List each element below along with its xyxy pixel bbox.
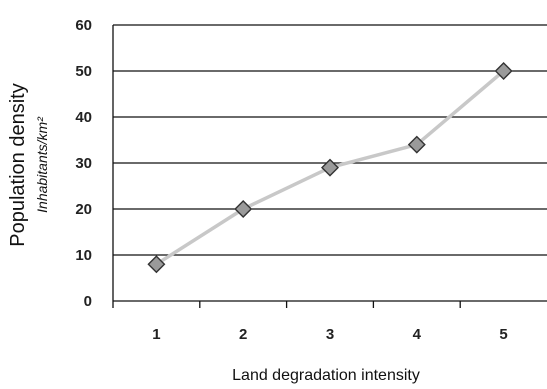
y-tick-label-20: 20	[75, 201, 92, 218]
y-axis-label-group: Population density	[7, 83, 29, 246]
data-point-1	[147, 255, 166, 274]
tick-labels: 0 10 20 30 40 50 60 1 2 3 4 5	[75, 17, 507, 343]
series-group	[147, 62, 513, 274]
gridlines	[113, 24, 547, 256]
y-axis-unit-group: Inhabitants/km²	[34, 116, 50, 213]
y-tick-label-30: 30	[75, 155, 92, 172]
data-point-3	[321, 158, 339, 177]
x-tick-label-2: 2	[239, 326, 247, 343]
y-tick-label-60: 60	[75, 17, 92, 34]
y-tick-label-50: 50	[75, 63, 92, 80]
x-tick-label-3: 3	[326, 326, 334, 343]
x-tick-label-5: 5	[499, 326, 507, 343]
data-point-4	[407, 135, 426, 154]
y-axis-label: Population density	[7, 83, 29, 246]
y-axis-unit-label: Inhabitants/km²	[34, 116, 50, 213]
y-tick-label-10: 10	[75, 247, 92, 264]
y-tick-label-40: 40	[75, 109, 92, 126]
y-tick-label-0: 0	[84, 293, 92, 310]
data-point-5	[494, 62, 513, 80]
x-axis-label: Land degradation intensity	[232, 367, 420, 384]
x-tick-label-1: 1	[152, 326, 160, 343]
data-point-2	[234, 200, 253, 218]
x-tick-label-4: 4	[413, 326, 422, 343]
axes	[112, 25, 547, 308]
